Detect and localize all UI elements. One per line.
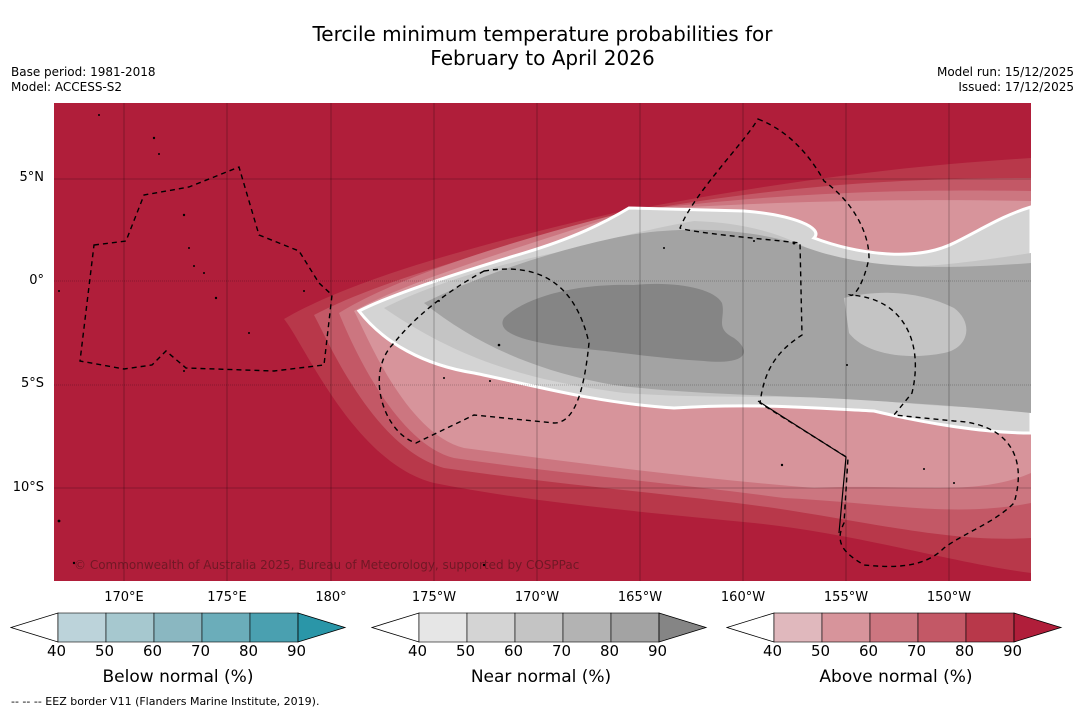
colorbar-title-near: Near normal (%) xyxy=(470,667,612,687)
lon-label: 170°E xyxy=(104,590,144,605)
colorbar-segment xyxy=(249,612,299,643)
issued-date: Issued: 17/12/2025 xyxy=(958,80,1074,94)
colorbar-min-extension xyxy=(10,612,59,643)
colorbar-tick-label: 60 xyxy=(504,642,524,660)
colorbar-min-extension xyxy=(371,612,420,643)
meta-left: Base period: 1981-2018 Model: ACCESS-S2 xyxy=(11,65,156,95)
colorbar-above-normal xyxy=(726,612,1063,643)
lon-label: 165°W xyxy=(617,590,663,605)
colorbar-segment xyxy=(562,612,612,643)
colorbar-tick-label: 50 xyxy=(95,642,115,660)
colorbar-max-extension xyxy=(1013,612,1063,643)
colorbar-segment xyxy=(105,612,155,643)
eez-border-kiribati-line xyxy=(679,118,1019,568)
colorbar-tick-label: 90 xyxy=(1003,642,1023,660)
colorbar-segment xyxy=(610,612,660,643)
colorbar-tick-label: 80 xyxy=(239,642,259,660)
colorbar-tick-label: 80 xyxy=(955,642,975,660)
meta-right: Model run: 15/12/2025 Issued: 17/12/2025 xyxy=(937,65,1074,95)
title-line-1: Tercile minimum temperature probabilitie… xyxy=(312,22,773,46)
lon-label: 175°E xyxy=(207,590,247,605)
colorbar-segment xyxy=(153,612,203,643)
title-line-2: February to April 2026 xyxy=(430,46,655,70)
eez-footnote: -- -- -- EEZ border V11 (Flanders Marine… xyxy=(11,695,320,708)
colorbar-tick-label: 50 xyxy=(811,642,831,660)
lon-label: 170°W xyxy=(514,590,560,605)
colorbar-max-extension xyxy=(297,612,347,643)
colorbar-tick-label: 70 xyxy=(552,642,572,660)
colorbar-segment xyxy=(201,612,251,643)
colorbar-segment xyxy=(773,612,823,643)
colorbar-max-extension xyxy=(658,612,708,643)
colorbar-near-normal xyxy=(371,612,708,643)
colorbar-segment xyxy=(57,612,107,643)
colorbar-min-extension xyxy=(726,612,775,643)
lat-label: 5°N xyxy=(19,170,45,185)
lat-label: 10°S xyxy=(12,480,44,495)
base-period: Base period: 1981-2018 xyxy=(11,65,156,79)
lat-label: 0° xyxy=(29,273,44,288)
colorbar-segment xyxy=(869,612,919,643)
colorbar-tick-label: 40 xyxy=(408,642,428,660)
colorbar-tick-label: 60 xyxy=(859,642,879,660)
lon-label: 155°W xyxy=(823,590,869,605)
colorbar-tick-label: 40 xyxy=(763,642,783,660)
lat-label: 5°S xyxy=(20,376,44,391)
near-normal-band-90 xyxy=(502,283,744,362)
chart-title: Tercile minimum temperature probabilitie… xyxy=(0,22,1085,70)
copyright-notice: © Commonwealth of Australia 2025, Bureau… xyxy=(74,558,580,572)
lon-label: 150°W xyxy=(926,590,972,605)
colorbar-tick-label: 60 xyxy=(143,642,163,660)
probability-map xyxy=(54,103,1031,581)
colorbar-segment xyxy=(965,612,1015,643)
colorbar-segment xyxy=(514,612,564,643)
lon-label: 160°W xyxy=(720,590,766,605)
eez-borders xyxy=(79,118,1019,568)
colorbar-tick-label: 70 xyxy=(907,642,927,660)
colorbar-segment xyxy=(821,612,871,643)
colorbar-tick-label: 80 xyxy=(600,642,620,660)
colorbar-tick-label: 90 xyxy=(287,642,307,660)
colorbar-title-below: Below normal (%) xyxy=(102,667,254,687)
colorbar-segment xyxy=(466,612,516,643)
graticule xyxy=(54,103,1031,581)
land-border-segment xyxy=(757,400,847,534)
colorbar-segment xyxy=(418,612,468,643)
eez-border-kiribati-gilbert xyxy=(79,166,333,372)
colorbar-tick-label: 90 xyxy=(648,642,668,660)
near-normal-band-70 xyxy=(424,229,1031,413)
eez-border-tuvalu xyxy=(378,268,590,444)
lon-label: 180° xyxy=(315,590,347,605)
colorbar-title-above: Above normal (%) xyxy=(819,667,973,687)
lon-label: 175°W xyxy=(411,590,457,605)
model-run: Model run: 15/12/2025 xyxy=(936,65,1074,79)
colorbar-segment xyxy=(917,612,967,643)
colorbar-tick-label: 50 xyxy=(456,642,476,660)
islands xyxy=(57,114,955,567)
colorbar-below-normal xyxy=(10,612,347,643)
colorbar-tick-label: 70 xyxy=(191,642,211,660)
colorbar-tick-label: 40 xyxy=(47,642,67,660)
near-normal-band-60-inner xyxy=(844,292,967,357)
model-name: Model: ACCESS-S2 xyxy=(11,80,123,94)
